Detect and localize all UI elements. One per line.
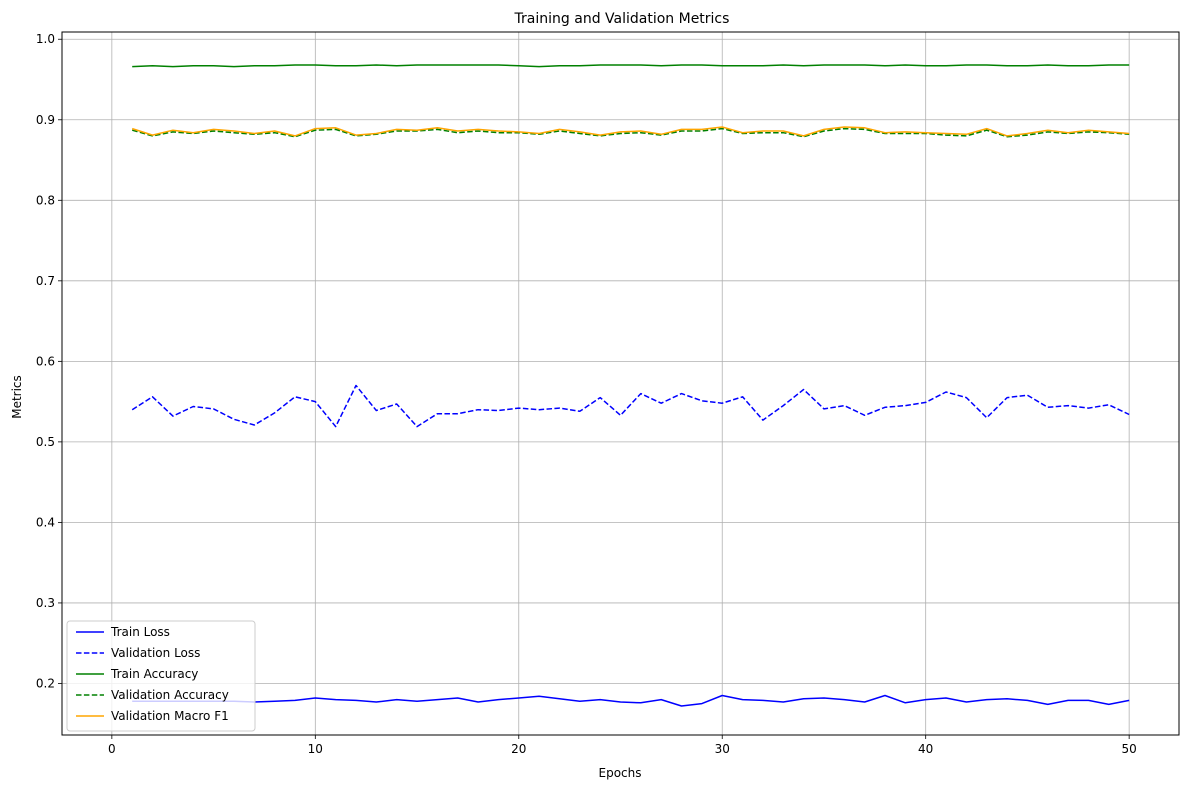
y-tick-label: 0.3 [36,596,55,610]
x-tick-label: 20 [511,742,526,756]
x-axis-label: Epochs [599,766,642,780]
series-line-train-loss [132,694,1130,707]
y-tick-label: 0.4 [36,515,55,529]
y-tick-label: 0.5 [36,435,55,449]
y-tick-label: 0.9 [36,113,55,127]
legend-box [66,620,256,732]
y-tick-label: 0.7 [36,274,55,288]
y-axis-ticks: 0.2 0.3 0.4 0.5 0.6 0.7 0.8 0.9 1.0 [36,32,62,690]
y-tick-label: 0.8 [36,193,55,207]
series-line-validation-macro-f1 [131,126,1130,137]
legend-label: Validation Macro F1 [111,709,229,723]
series-lines [131,64,1130,707]
y-tick-label: 1.0 [36,32,55,46]
x-tick-label: 50 [1122,742,1137,756]
y-tick-label: 0.2 [36,676,55,690]
chart-title: Training and Validation Metrics [514,11,730,27]
plot-area-frame [61,31,1180,736]
series-line-train-accuracy [132,64,1130,68]
x-tick-label: 0 [108,742,116,756]
y-axis-label: Metrics [10,375,24,419]
legend: Train Loss Validation Loss Train Accuracy V… [66,620,256,732]
x-tick-label: 40 [918,742,933,756]
x-tick-label: 10 [308,742,323,756]
series-line-validation-loss [131,384,1130,428]
grid [62,32,1179,735]
legend-label: Train Accuracy [110,667,198,681]
legend-label: Train Loss [110,625,170,639]
x-tick-label: 30 [715,742,730,756]
x-axis-ticks: 0 10 20 30 40 50 [108,735,1137,756]
series-line-validation-accuracy [131,127,1130,138]
y-tick-label: 0.6 [36,354,55,368]
legend-label: Validation Loss [111,646,200,660]
legend-label: Validation Accuracy [111,688,229,702]
